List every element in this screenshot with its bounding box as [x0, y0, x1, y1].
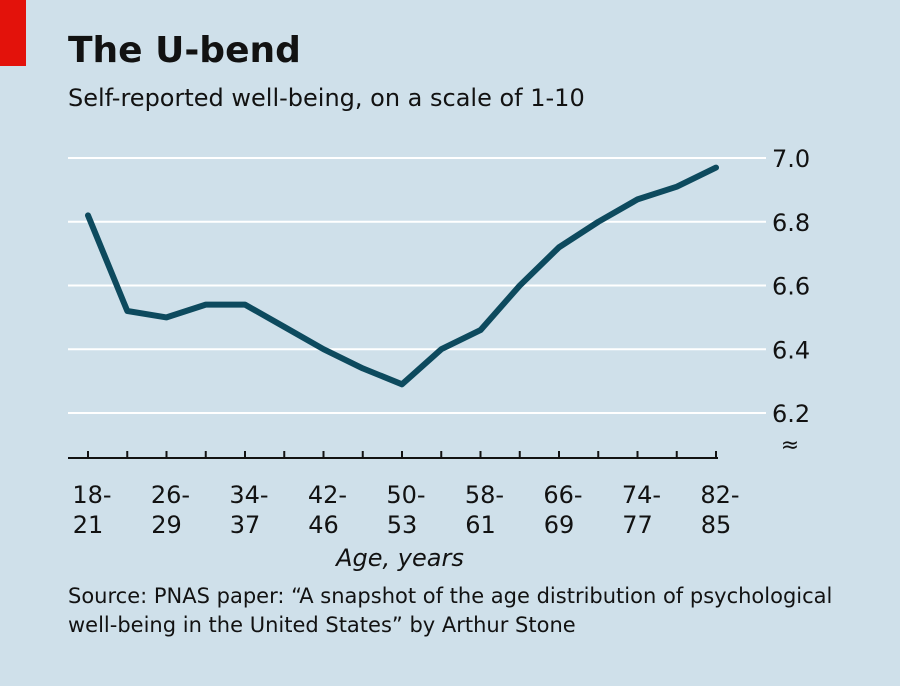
x-tick-label: 46	[308, 511, 339, 539]
x-tick-label: 85	[701, 511, 732, 539]
x-tick-label: 37	[230, 511, 261, 539]
x-tick-label: 26-	[151, 481, 190, 509]
y-tick-label: 6.2	[772, 400, 810, 428]
x-tick-label: 58-	[465, 481, 504, 509]
x-tick-label: 42-	[308, 481, 347, 509]
chart-subtitle: Self-reported well-being, on a scale of …	[68, 84, 585, 112]
y-tick-label: 6.6	[772, 273, 810, 301]
y-axis-labels: 7.0 6.8 6.6 6.4 6.2	[772, 145, 810, 428]
series-layer	[85, 164, 719, 388]
x-tick-label: 34-	[229, 481, 268, 509]
y-tick-label: 6.8	[772, 209, 810, 237]
y-tick-label: 7.0	[772, 145, 810, 173]
series-line-well-being	[85, 164, 719, 388]
x-axis	[68, 451, 718, 459]
x-tick-label: 50-	[386, 481, 425, 509]
x-axis-labels: 18-21 26-29 34-37 42-46 50-53 58-61 66-69 74-77…	[72, 481, 739, 539]
x-tick-label: 82-	[700, 481, 739, 509]
x-axis-title: Age, years	[334, 544, 464, 572]
x-tick-label: 53	[387, 511, 418, 539]
x-tick-label: 77	[622, 511, 653, 539]
gridlines	[68, 157, 766, 414]
x-tick-label: 21	[73, 511, 104, 539]
x-tick-label: 66-	[543, 481, 582, 509]
chart-title: The U-bend	[68, 30, 301, 71]
line-chart: 7.06.86.66.46.2 18-2126-2934-3742-4650-5…	[68, 145, 810, 572]
x-tick-label: 61	[465, 511, 496, 539]
y-tick-label: 6.4	[772, 336, 810, 364]
brand-red-tag	[0, 0, 26, 66]
axis-break-marker: ≈	[781, 433, 799, 458]
source-note: Source: PNAS paper: “A snapshot of the a…	[68, 584, 833, 637]
x-tick-label: 74-	[622, 481, 661, 509]
x-tick-label: 29	[151, 511, 182, 539]
x-tick-label: 18-	[72, 481, 111, 509]
x-tick-label: 69	[544, 511, 575, 539]
